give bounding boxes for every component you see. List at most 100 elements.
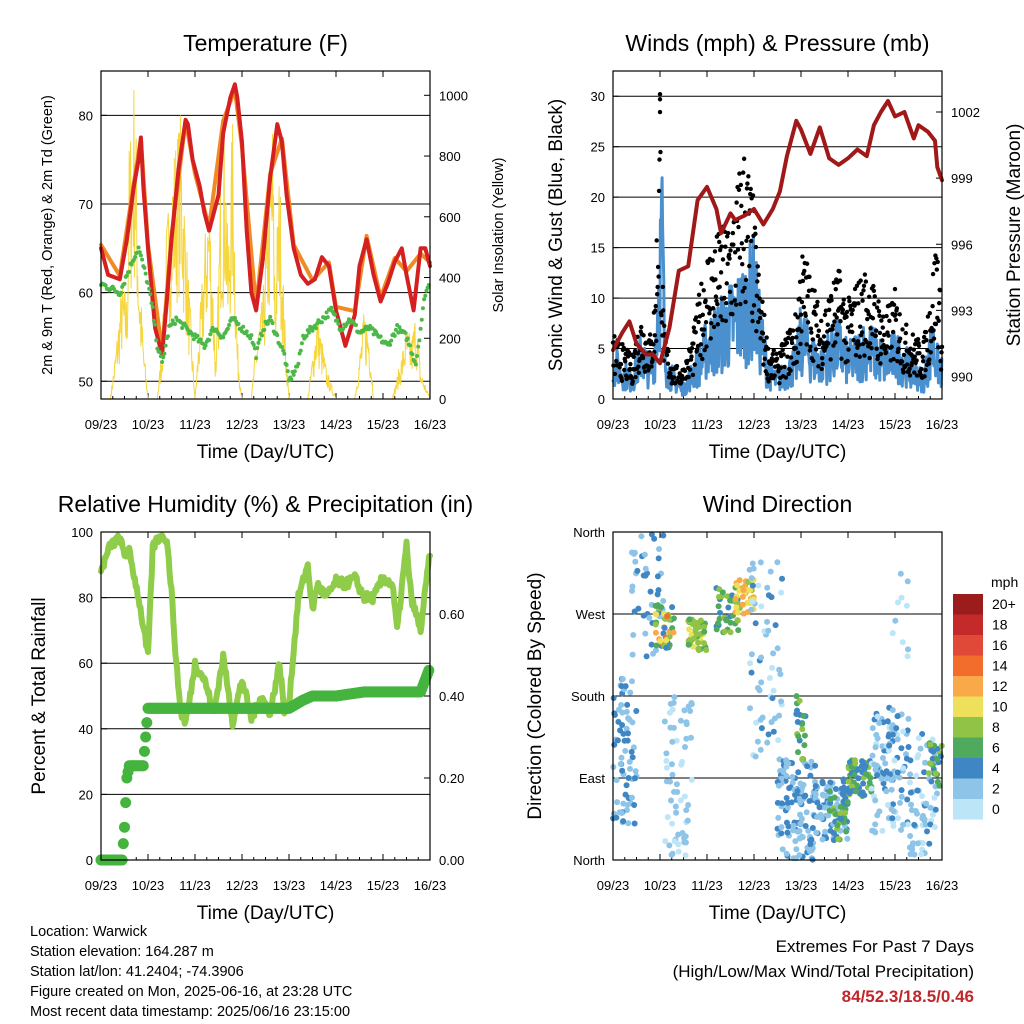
gust-point [746,174,751,179]
dewpoint-point [415,353,420,358]
direction-point [832,785,839,792]
gust-point [630,379,635,384]
dewpoint-point [173,322,178,327]
direction-point [681,793,688,800]
direction-point [689,620,696,627]
direction-point [872,744,879,751]
rh-xtick-label: 10/23 [132,878,165,893]
gust-point [698,353,703,358]
gust-point [711,324,717,330]
direction-point [663,644,670,651]
direction-point [757,746,764,753]
dewpoint-point [195,333,200,338]
gust-point [935,259,940,265]
precip-point [138,745,150,757]
gust-point [800,254,805,259]
wind-xtick-label: 09/23 [597,417,630,432]
dewpoint-point [408,343,413,348]
gust-point [912,370,917,375]
extremes-value: 84/52.3/18.5/0.46 [841,987,974,1006]
direction-point [647,588,654,595]
gust-point [761,338,767,344]
direction-point [929,755,936,762]
gust-point [755,264,760,269]
direction-point [668,797,675,804]
direction-point [748,575,755,582]
direction-point [778,824,785,831]
direction-point [662,838,669,845]
gust-point [896,346,901,352]
direction-point [653,611,660,618]
gust-point [916,343,922,349]
direction-point [764,618,771,625]
direction-point [801,732,808,739]
dewpoint-point [299,341,304,346]
direction-point [756,687,763,694]
gust-point [847,299,852,304]
direction-point [739,601,746,608]
winds-pressure-panel: 09/23 10/23 11/23 12/23 13/23 14/23 15/23 16/23… [546,30,1024,463]
direction-point [672,803,679,810]
gust-point [764,335,769,340]
dewpoint-point [419,317,424,322]
direction-point [669,738,676,745]
gust-point [745,181,750,186]
direction-point [675,831,682,838]
colorbar-label: 10 [992,699,1008,715]
direction-point [793,710,800,717]
direction-point [812,783,819,789]
colorbar-title: mph [991,574,1018,590]
direction-point [801,742,808,749]
gust-point [774,356,780,361]
gust-point [764,371,770,377]
direction-point [872,821,879,828]
gust-point [741,246,746,252]
direction-point [879,827,886,834]
gust-point [798,341,803,347]
gust-point [750,193,756,198]
direction-point [905,646,912,653]
gust-point [657,109,663,115]
dir-xtick-label: 14/23 [832,878,865,893]
precip-point [119,821,130,833]
gust-point [892,286,898,292]
direction-point [715,620,722,627]
gust-point [821,341,826,346]
gust-point [698,342,704,347]
gust-point [712,313,717,319]
direction-point [620,730,627,737]
direction-point [661,624,668,631]
direction-point [646,614,653,621]
gust-point [640,355,646,361]
gust-point [907,373,913,378]
gust-point [813,312,818,317]
colorbar-swatch [953,799,983,820]
gust-point [867,341,873,346]
gust-point [759,309,764,315]
rh-ytick-label: 40 [79,722,93,737]
gust-point [647,332,653,337]
direction-point [666,842,673,849]
direction-point [831,794,838,801]
gust-point [807,274,812,280]
direction-point [623,725,630,732]
gust-point [812,288,817,293]
gust-point [709,320,714,326]
gust-point [921,359,926,364]
gust-point [826,341,831,346]
direction-point [664,613,671,620]
direction-point [734,617,741,624]
direction-point [758,654,765,661]
direction-point [913,810,920,817]
gust-point [833,286,838,292]
gust-point [914,373,920,378]
direction-point [619,767,626,774]
gust-point [682,368,688,374]
gust-point [785,354,790,359]
gust-point [762,356,768,362]
direction-point [837,810,844,817]
direction-point [784,829,791,836]
direction-point [905,715,912,722]
dewpoint-point [148,292,153,297]
direction-point [927,804,934,811]
